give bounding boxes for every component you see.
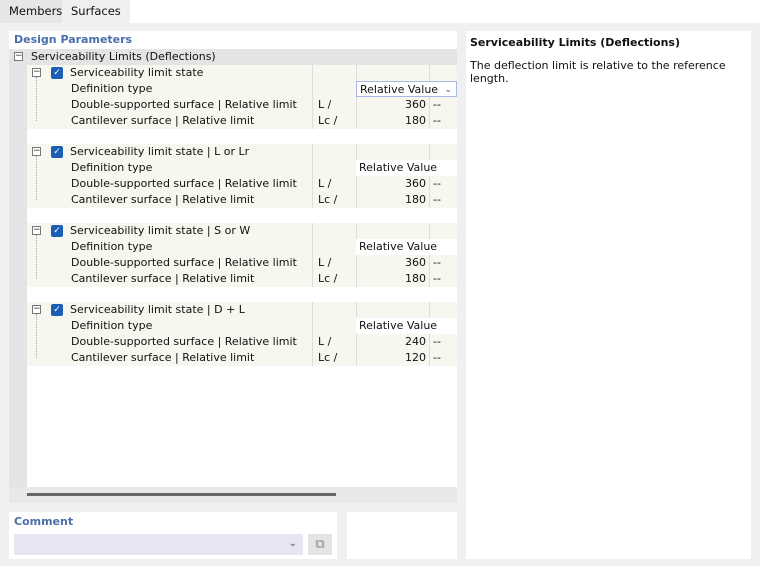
tab-surfaces[interactable]: Surfaces (62, 0, 130, 23)
section-title: Design Parameters (14, 33, 133, 46)
tree-root-label: Serviceability Limits (Deflections) (31, 50, 216, 63)
cant-limit-row[interactable]: Cantilever surface | Relative limit Lc /1… (27, 350, 457, 366)
double-unit: -- (429, 255, 457, 271)
collapse-icon[interactable]: − (32, 146, 41, 156)
double-unit: -- (429, 176, 457, 192)
double-symbol: L / (312, 334, 356, 350)
definition-type-select[interactable]: Relative Value ⌄ (356, 81, 457, 97)
horizontal-scrollbar-thumb[interactable] (27, 493, 336, 496)
double-limit-row[interactable]: Double-supported surface | Relative limi… (27, 255, 457, 271)
checkbox-checked-icon[interactable]: ✓ (51, 67, 63, 79)
cant-unit: -- (429, 271, 457, 287)
double-symbol: L / (312, 97, 356, 113)
cant-symbol: Lc / (312, 113, 356, 129)
double-unit: -- (429, 97, 457, 113)
info-text: The deflection limit is relative to the … (470, 59, 726, 85)
double-limit-row[interactable]: Double-supported surface | Relative limi… (27, 97, 457, 113)
tab-bar: Members Surfaces (0, 0, 760, 23)
cant-unit: -- (429, 192, 457, 208)
definition-type-label: Definition type (71, 161, 153, 174)
double-value[interactable]: 360 (356, 176, 429, 192)
cant-value[interactable]: 180 (356, 192, 429, 208)
double-limit-label: Double-supported surface | Relative limi… (71, 256, 297, 269)
info-panel: Serviceability Limits (Deflections) The … (466, 31, 751, 559)
double-value[interactable]: 360 (356, 255, 429, 271)
definition-type-row[interactable]: Definition type Relative Value (27, 160, 457, 176)
tree-connector (36, 235, 37, 279)
checkbox-checked-icon[interactable]: ✓ (51, 146, 63, 158)
collapse-icon[interactable]: − (32, 225, 41, 235)
cant-unit: -- (429, 350, 457, 366)
group-label: Serviceability limit state | D + L (70, 303, 245, 316)
cant-limit-label: Cantilever surface | Relative limit (71, 351, 255, 364)
tree-connector (36, 314, 37, 358)
group-label: Serviceability limit state | L or Lr (70, 145, 250, 158)
cant-value[interactable]: 180 (356, 271, 429, 287)
definition-type-select[interactable]: Relative Value (356, 318, 457, 334)
comment-combobox[interactable]: ⌄ (14, 534, 303, 555)
double-limit-label: Double-supported surface | Relative limi… (71, 335, 297, 348)
collapse-icon[interactable]: − (32, 67, 41, 77)
definition-type-value: Relative Value (359, 161, 438, 174)
comment-panel: Comment ⌄ ⧉ (9, 512, 337, 559)
definition-type-value: Relative Value (360, 83, 439, 96)
cant-unit: -- (429, 113, 457, 129)
definition-type-value: Relative Value (359, 240, 438, 253)
chevron-down-icon[interactable]: ⌄ (444, 85, 452, 95)
collapse-icon[interactable]: − (32, 304, 41, 314)
copy-icon[interactable]: ⧉ (308, 534, 332, 555)
cant-value[interactable]: 180 (356, 113, 429, 129)
side-blank-panel (347, 512, 457, 559)
cant-value[interactable]: 120 (356, 350, 429, 366)
collapse-icon[interactable]: − (14, 51, 23, 61)
double-limit-row[interactable]: Double-supported surface | Relative limi… (27, 334, 457, 350)
tree-gutter (9, 49, 27, 487)
double-limit-label: Double-supported surface | Relative limi… (71, 98, 297, 111)
cant-limit-label: Cantilever surface | Relative limit (71, 114, 255, 127)
design-parameters-panel: Design Parameters − Serviceability Limit… (9, 31, 457, 487)
double-symbol: L / (312, 176, 356, 192)
definition-type-select[interactable]: Relative Value (356, 160, 457, 176)
double-value[interactable]: 360 (356, 97, 429, 113)
tree-group-row[interactable]: − ✓ Serviceability limit state | L or Lr (27, 144, 457, 160)
cant-limit-label: Cantilever surface | Relative limit (71, 193, 255, 206)
tree-group-row[interactable]: − ✓ Serviceability limit state | D + L (27, 302, 457, 318)
comment-title: Comment (14, 515, 74, 528)
cant-symbol: Lc / (312, 271, 356, 287)
definition-type-label: Definition type (71, 319, 153, 332)
double-limit-label: Double-supported surface | Relative limi… (71, 177, 297, 190)
double-unit: -- (429, 334, 457, 350)
tree-root-row[interactable]: − Serviceability Limits (Deflections) (9, 49, 457, 65)
definition-type-label: Definition type (71, 82, 153, 95)
cant-limit-label: Cantilever surface | Relative limit (71, 272, 255, 285)
definition-type-row[interactable]: Definition type Relative Value (27, 318, 457, 334)
tree-group-row[interactable]: − ✓ Serviceability limit state | S or W (27, 223, 457, 239)
tree-connector (36, 156, 37, 200)
checkbox-checked-icon[interactable]: ✓ (51, 304, 63, 316)
double-symbol: L / (312, 255, 356, 271)
double-limit-row[interactable]: Double-supported surface | Relative limi… (27, 176, 457, 192)
chevron-down-icon[interactable]: ⌄ (288, 538, 297, 549)
group-label: Serviceability limit state (70, 66, 204, 79)
definition-type-label: Definition type (71, 240, 153, 253)
cant-limit-row[interactable]: Cantilever surface | Relative limit Lc /1… (27, 271, 457, 287)
definition-type-select[interactable]: Relative Value (356, 239, 457, 255)
cant-limit-row[interactable]: Cantilever surface | Relative limit Lc /1… (27, 113, 457, 129)
tree-group-row[interactable]: − ✓ Serviceability limit state (27, 65, 457, 81)
definition-type-row[interactable]: Definition type Relative Value (27, 239, 457, 255)
definition-type-value: Relative Value (359, 319, 438, 332)
definition-type-row[interactable]: Definition type Relative Value ⌄ (27, 81, 457, 97)
double-value[interactable]: 240 (356, 334, 429, 350)
cant-symbol: Lc / (312, 192, 356, 208)
group-label: Serviceability limit state | S or W (70, 224, 251, 237)
cant-limit-row[interactable]: Cantilever surface | Relative limit Lc /1… (27, 192, 457, 208)
tab-members[interactable]: Members (0, 0, 72, 23)
tree-connector (36, 77, 37, 121)
checkbox-checked-icon[interactable]: ✓ (51, 225, 63, 237)
cant-symbol: Lc / (312, 350, 356, 366)
info-title: Serviceability Limits (Deflections) (470, 36, 680, 49)
